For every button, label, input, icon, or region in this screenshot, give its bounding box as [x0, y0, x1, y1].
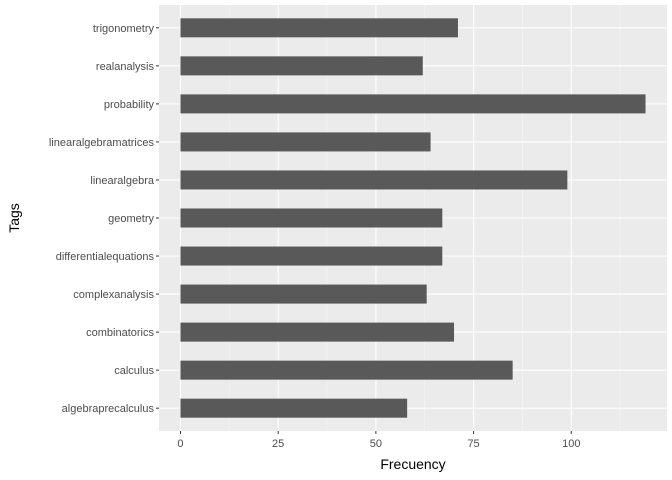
x-tick-label: 50: [370, 438, 382, 450]
x-axis-ticks: 0 25 50 75 100: [177, 431, 580, 450]
bar-trigonometry: [180, 18, 458, 38]
bar-geometry: [180, 208, 443, 228]
x-axis-title: Frecuency: [380, 456, 445, 472]
x-tick-label: 100: [562, 438, 580, 450]
y-tick-label: probability: [104, 99, 155, 111]
y-tick-label: algebraprecalculus: [62, 403, 155, 415]
y-tick-label: complexanalysis: [73, 289, 154, 301]
bars: [180, 18, 646, 418]
bar-linearalgebramatrices: [180, 132, 431, 152]
bar-linearalgebra: [180, 170, 568, 190]
y-axis-ticks: algebraprecalculus calculus combinatorics c…: [49, 23, 159, 415]
x-tick-label: 25: [272, 438, 284, 450]
y-tick-label: linearalgebra: [90, 175, 154, 187]
bar-algebraprecalculus: [180, 398, 408, 418]
x-tick-label: 0: [177, 438, 183, 450]
y-tick-label: geometry: [108, 213, 154, 225]
bar-calculus: [180, 360, 513, 380]
y-tick-label: calculus: [114, 365, 154, 377]
y-tick-label: linearalgebramatrices: [49, 137, 155, 149]
bar-differentialequations: [180, 246, 443, 266]
y-tick-label: differentialequations: [56, 251, 155, 263]
y-tick-label: realanalysis: [96, 61, 155, 73]
bar-probability: [180, 94, 646, 114]
y-tick-label: combinatorics: [86, 327, 154, 339]
bar-complexanalysis: [180, 284, 427, 304]
x-tick-label: 75: [467, 438, 479, 450]
y-tick-label: trigonometry: [93, 23, 155, 35]
bar-combinatorics: [180, 322, 455, 342]
y-axis-title: Tags: [6, 203, 22, 233]
bar-realanalysis: [180, 56, 423, 76]
